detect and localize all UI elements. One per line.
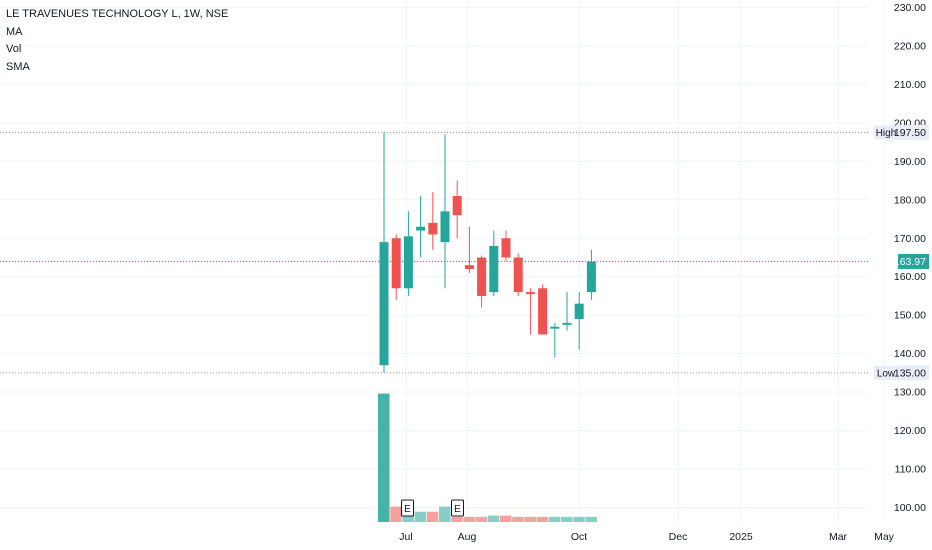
candle-body [586,261,596,293]
candle-body [477,257,487,296]
indicator-ma[interactable]: MA [6,25,23,38]
earnings-marker-label: E [454,504,461,515]
last-price-badge-value-bg [898,253,929,269]
price-tick-label: 220.00 [894,40,926,52]
high-badge-label-bg [874,125,898,140]
earnings-marker-box [401,499,414,517]
volume-bar [536,516,549,522]
volume-bar [512,516,524,522]
volume-bar [390,506,402,522]
price-tick-label: 170.00 [894,233,926,245]
high-badge-value-bg [898,125,929,140]
price-tick-label: 100.00 [894,502,926,514]
price-tick-label: 140.00 [894,348,926,360]
volume-bar [524,516,536,522]
candle-body [403,236,413,289]
candle-body [525,292,535,295]
candle-body [379,242,389,366]
candle-body [574,303,584,320]
high-badge-label: High [876,128,897,139]
indicator-sma[interactable]: SMA [6,60,30,73]
earnings-marker: E [451,499,464,517]
low-badge-label: Low [877,368,896,379]
price-tick-label: 160.00 [894,271,926,283]
volume-bar [451,516,463,522]
time-tick-label: Jul [399,531,412,543]
volume-bar [439,506,451,522]
earnings-marker-box [451,499,464,517]
candle-body [452,195,462,216]
time-tick-label: 2025 [729,531,753,543]
volume-bar [475,516,488,522]
volume-bar [548,516,561,522]
time-tick-label: Oct [571,531,587,543]
high-badge-value: 197.50 [894,127,926,139]
candle-body [562,322,572,325]
earnings-marker-label: E [404,504,411,515]
price-tick-label: 230.00 [894,2,926,14]
indicator-vol[interactable]: Vol [6,43,22,55]
time-tick-label: May [874,531,895,543]
candle-body [513,257,523,293]
candle-body [440,211,450,243]
volume-bar [561,516,573,522]
time-tick-label: Aug [458,531,477,543]
volume-bar [426,511,439,522]
candle-body [416,226,426,231]
chart-legend: LE TRAVENUES TECHNOLOGY L, 1W, NSE MA Vo… [6,6,228,76]
time-axis[interactable]: Jul Aug Oct Dec 2025 Mar May [399,531,894,543]
time-tick-label: Mar [829,531,848,543]
volume-bar [378,393,390,522]
volume-bar [463,516,475,522]
price-tick-label: 110.00 [895,464,926,476]
price-tick-label: 210.00 [894,79,926,91]
candle-body [501,238,511,258]
candlesticks [379,132,596,373]
low-badge-value-bg [898,365,929,381]
symbol-title: LE TRAVENUES TECHNOLOGY L, 1W, NSE [6,8,229,20]
candle-body [538,288,548,335]
candle-body [464,265,474,270]
earnings-marker: E [401,499,414,517]
low-badge-value: 135.00 [894,367,926,379]
volume-bar [487,515,500,522]
price-level-lines [0,132,868,374]
candle-body [489,245,499,293]
price-tick-label: 150.00 [894,310,926,322]
candle-body [391,238,401,289]
volume-bar [573,516,585,522]
price-tick-label: 130.00 [894,387,926,399]
low-badge-label-bg [874,365,898,380]
price-tick-label: 120.00 [894,425,926,437]
candle-body [550,326,560,329]
volume-bar [585,516,597,522]
time-tick-label: Dec [669,531,688,543]
candle-body [428,222,438,235]
last-price-badge-value: 163.97 [894,256,926,268]
volume-bar [500,515,512,522]
price-tick-label: 180.00 [894,194,926,206]
price-tick-label: 190.00 [894,156,926,168]
volume-bar [414,511,427,522]
